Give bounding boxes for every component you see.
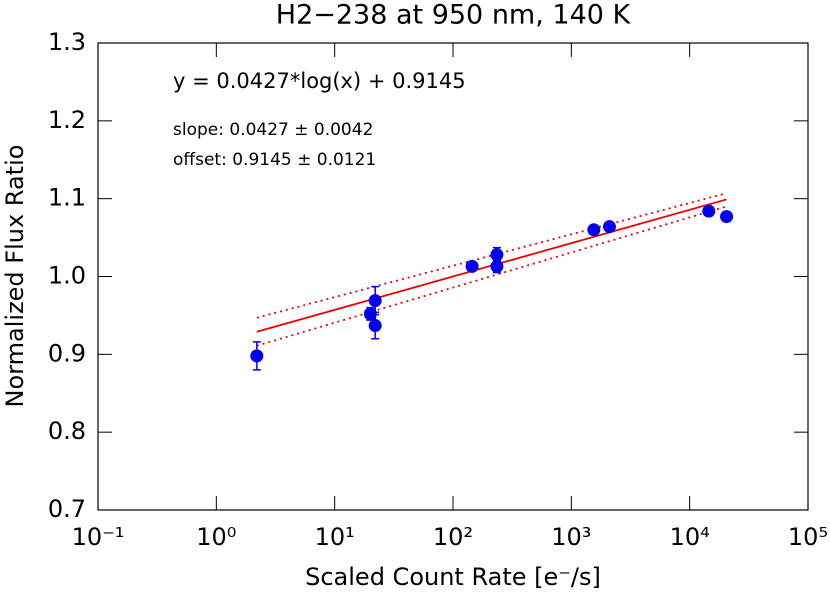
data-point bbox=[368, 319, 382, 333]
data-point bbox=[368, 294, 382, 308]
y-tick-label: 0.7 bbox=[48, 495, 86, 523]
x-tick-label: 10³ bbox=[551, 523, 591, 551]
data-point bbox=[720, 210, 734, 224]
y-tick-label: 1.1 bbox=[48, 184, 86, 212]
x-tick-label: 10⁴ bbox=[670, 523, 710, 551]
annotation: y = 0.0427*log(x) + 0.9145 bbox=[173, 69, 466, 93]
x-tick-label: 10⁻¹ bbox=[72, 523, 125, 551]
y-tick-label: 1.2 bbox=[48, 106, 86, 134]
data-point bbox=[602, 220, 616, 234]
data-point bbox=[587, 223, 601, 237]
data-point bbox=[702, 204, 716, 218]
x-tick-label: 10⁵ bbox=[788, 523, 828, 551]
y-tick-label: 0.8 bbox=[48, 417, 86, 445]
x-tick-label: 10⁰ bbox=[196, 523, 236, 551]
chart-title: H2−238 at 950 nm, 140 K bbox=[276, 0, 632, 31]
data-point bbox=[465, 259, 479, 273]
annotation: slope: 0.0427 ± 0.0042 bbox=[173, 120, 373, 140]
x-axis-label: Scaled Count Rate [e⁻/s] bbox=[305, 563, 601, 591]
data-point bbox=[490, 259, 504, 273]
x-tick-label: 10¹ bbox=[315, 523, 355, 551]
x-tick-label: 10² bbox=[433, 523, 473, 551]
confidence-line bbox=[256, 205, 727, 347]
y-tick-label: 1.3 bbox=[48, 28, 86, 56]
y-tick-label: 1.0 bbox=[48, 262, 86, 290]
y-tick-label: 0.9 bbox=[48, 339, 86, 367]
data-point bbox=[250, 349, 264, 363]
y-axis-label: Normalized Flux Ratio bbox=[1, 145, 29, 408]
annotation: offset: 0.9145 ± 0.0121 bbox=[173, 150, 376, 170]
data-point bbox=[490, 248, 504, 262]
data-point bbox=[363, 307, 377, 321]
